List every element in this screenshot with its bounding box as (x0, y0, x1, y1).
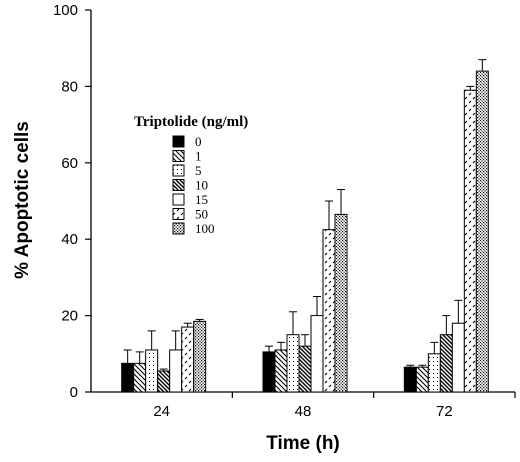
bar-24h-100ngml (193, 320, 207, 393)
bar-24h-50ngml (181, 326, 195, 393)
y-tick-label: 20 (61, 308, 78, 325)
bar-48h-10ngml (298, 345, 312, 393)
legend-swatch-5 (172, 164, 185, 177)
bar-48h-50ngml (322, 229, 336, 393)
legend-title: Triptolide (ng/ml) (134, 114, 248, 130)
bar-72h-15ngml (451, 322, 465, 393)
bar-24h-15ngml (169, 349, 183, 393)
legend-label-100: 100 (195, 221, 215, 236)
legend-swatch-10 (172, 179, 185, 191)
bar-72h-50ngml (463, 89, 477, 393)
bar-24h-1ngml (133, 362, 147, 393)
legend-swatch-100 (172, 222, 185, 235)
legend-label-0: 0 (195, 134, 202, 149)
bar-48h-1ngml (274, 349, 288, 393)
bar-72h-5ngml (427, 353, 441, 393)
legend-swatch-50 (172, 208, 185, 220)
y-tick-label: 100 (53, 2, 78, 19)
x-tick-label: 48 (295, 403, 312, 420)
legend-label-15: 15 (195, 192, 208, 207)
bar-72h-0ngml (403, 366, 417, 393)
x-tick-label: 24 (153, 403, 170, 420)
bar-48h-15ngml (310, 315, 324, 393)
bar-24h-5ngml (145, 349, 159, 393)
y-tick-label: 0 (70, 384, 78, 401)
legend-label-50: 50 (195, 207, 208, 222)
y-axis-label: % Apoptotic cells (12, 121, 33, 279)
bar-48h-100ngml (334, 213, 348, 393)
bar-48h-5ngml (286, 334, 300, 393)
legend-swatch-0 (172, 135, 185, 148)
legend-label-1: 1 (195, 149, 202, 164)
legend-swatch-15 (172, 193, 185, 206)
x-axis-label: Time (h) (266, 433, 340, 454)
y-tick-label: 60 (61, 155, 78, 172)
legend-label-5: 5 (195, 163, 202, 178)
bar-24h-0ngml (121, 362, 135, 393)
bars (121, 59, 489, 393)
legend-swatch-1 (172, 150, 185, 162)
bar-72h-100ngml (475, 70, 489, 393)
bar-24h-10ngml (157, 370, 171, 393)
y-tick-label: 40 (61, 231, 78, 248)
legend-label-10: 10 (195, 178, 208, 193)
bar-72h-10ngml (439, 334, 453, 393)
bar-72h-1ngml (415, 366, 429, 393)
y-tick-label: 80 (61, 78, 78, 95)
bar-48h-0ngml (262, 351, 276, 393)
x-tick-label: 72 (436, 403, 453, 420)
